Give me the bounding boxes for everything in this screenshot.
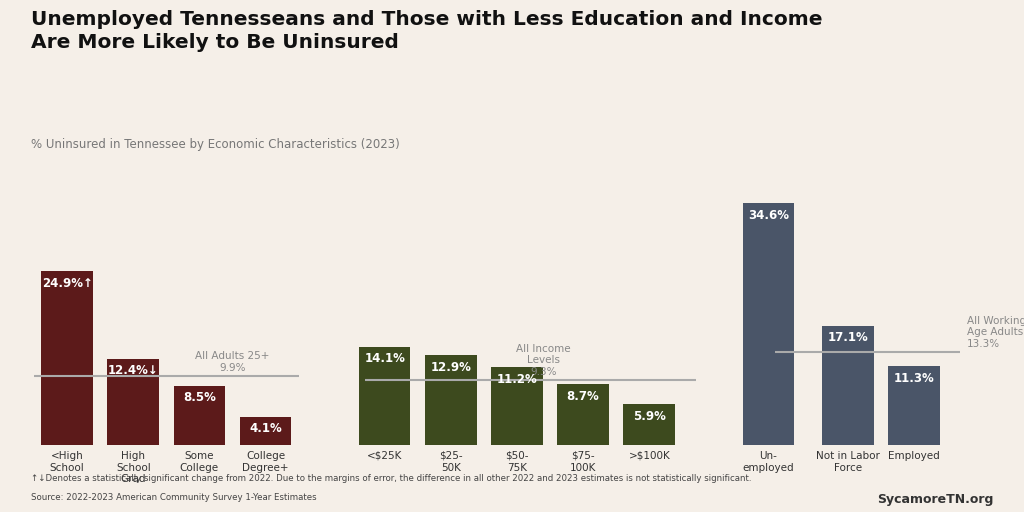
Text: % Uninsured in Tennessee by Economic Characteristics (2023): % Uninsured in Tennessee by Economic Cha… bbox=[31, 138, 399, 151]
Bar bbox=[742, 203, 795, 445]
Text: 12.4%↓: 12.4%↓ bbox=[108, 364, 159, 377]
Text: 12.9%: 12.9% bbox=[430, 360, 471, 374]
Text: 17.1%: 17.1% bbox=[827, 331, 868, 344]
Bar bbox=[41, 271, 93, 445]
Text: 11.3%: 11.3% bbox=[894, 372, 934, 385]
Bar bbox=[358, 347, 411, 445]
Bar bbox=[557, 385, 609, 445]
Bar bbox=[822, 326, 873, 445]
Text: Unemployed Tennesseans and Those with Less Education and Income
Are More Likely : Unemployed Tennesseans and Those with Le… bbox=[31, 10, 822, 52]
Text: All Adults 25+
9.9%: All Adults 25+ 9.9% bbox=[196, 351, 269, 373]
Text: 5.9%: 5.9% bbox=[633, 410, 666, 423]
Text: 34.6%: 34.6% bbox=[748, 208, 788, 222]
Bar bbox=[174, 386, 225, 445]
Text: 4.1%: 4.1% bbox=[249, 422, 282, 435]
Bar bbox=[492, 367, 543, 445]
Text: 8.7%: 8.7% bbox=[566, 390, 599, 403]
Bar bbox=[425, 355, 476, 445]
Bar bbox=[240, 417, 292, 445]
Text: 8.5%: 8.5% bbox=[183, 392, 216, 404]
Bar bbox=[888, 366, 940, 445]
Text: SycamoreTN.org: SycamoreTN.org bbox=[877, 493, 993, 505]
Text: Source: 2022-2023 American Community Survey 1-Year Estimates: Source: 2022-2023 American Community Sur… bbox=[31, 493, 316, 502]
Text: 11.2%: 11.2% bbox=[497, 373, 538, 386]
Text: ↑↓Denotes a statistically significant change from 2022. Due to the margins of er: ↑↓Denotes a statistically significant ch… bbox=[31, 474, 752, 483]
Text: All Working
Age Adults:
13.3%: All Working Age Adults: 13.3% bbox=[967, 315, 1024, 349]
Text: 24.9%↑: 24.9%↑ bbox=[42, 276, 92, 290]
Bar bbox=[624, 404, 675, 445]
Text: All Income
Levels
9.3%: All Income Levels 9.3% bbox=[516, 344, 570, 377]
Text: 14.1%: 14.1% bbox=[365, 352, 406, 365]
Bar bbox=[108, 358, 159, 445]
